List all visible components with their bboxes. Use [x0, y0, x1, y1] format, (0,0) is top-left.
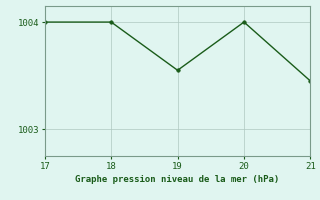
X-axis label: Graphe pression niveau de la mer (hPa): Graphe pression niveau de la mer (hPa)	[76, 175, 280, 184]
